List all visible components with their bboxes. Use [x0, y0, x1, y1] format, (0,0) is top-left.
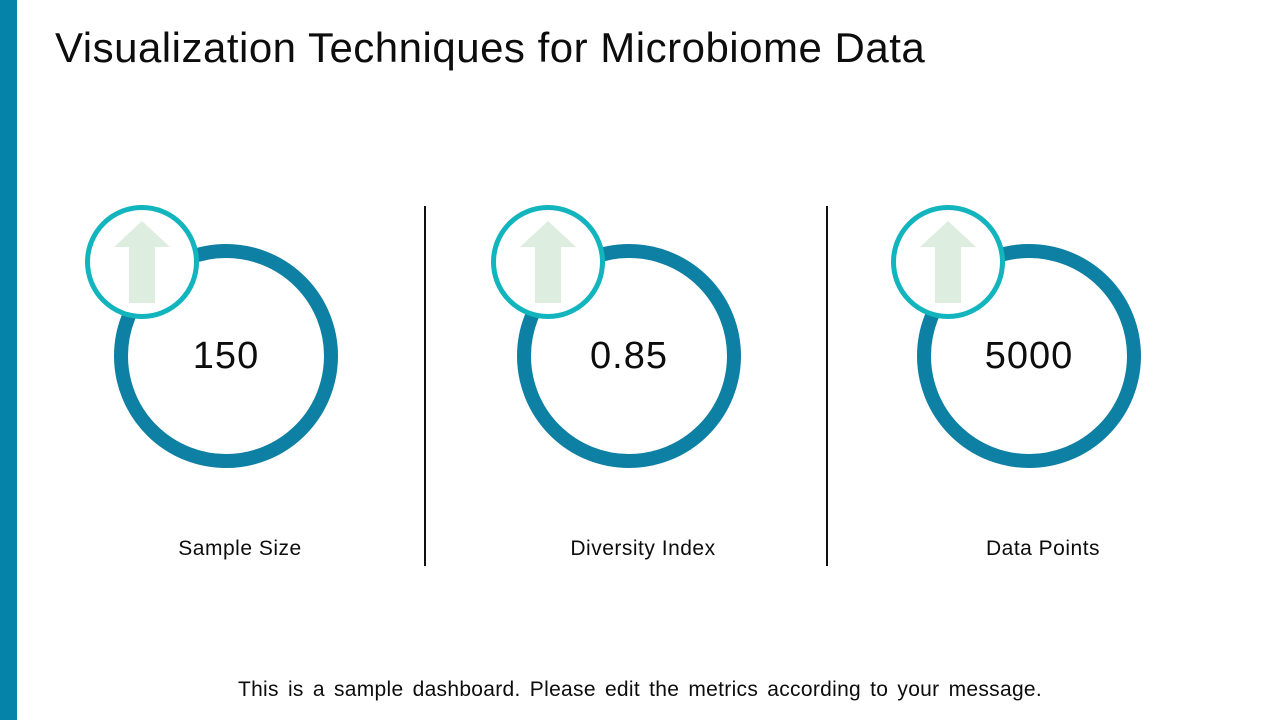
arrow-up-icon [920, 221, 976, 303]
trend-badge [491, 205, 605, 319]
metric-value: 0.85 [590, 334, 668, 377]
accent-bar [0, 0, 17, 720]
metric-label: Data Points [985, 537, 1101, 560]
metric-label: Diversity Index [570, 537, 716, 560]
metric-value: 150 [192, 334, 260, 377]
metric-label: Sample Size [178, 537, 302, 560]
section-divider [826, 206, 828, 566]
metric-value: 5000 [984, 334, 1074, 377]
page-title: Visualization Techniques for Microbiome … [55, 24, 926, 71]
arrow-up-icon [520, 221, 576, 303]
section-divider [424, 206, 426, 566]
trend-badge [891, 205, 1005, 319]
arrow-up-icon [114, 221, 170, 303]
footer-note: This is a sample dashboard. Please edit … [237, 678, 1043, 701]
trend-badge [85, 205, 199, 319]
